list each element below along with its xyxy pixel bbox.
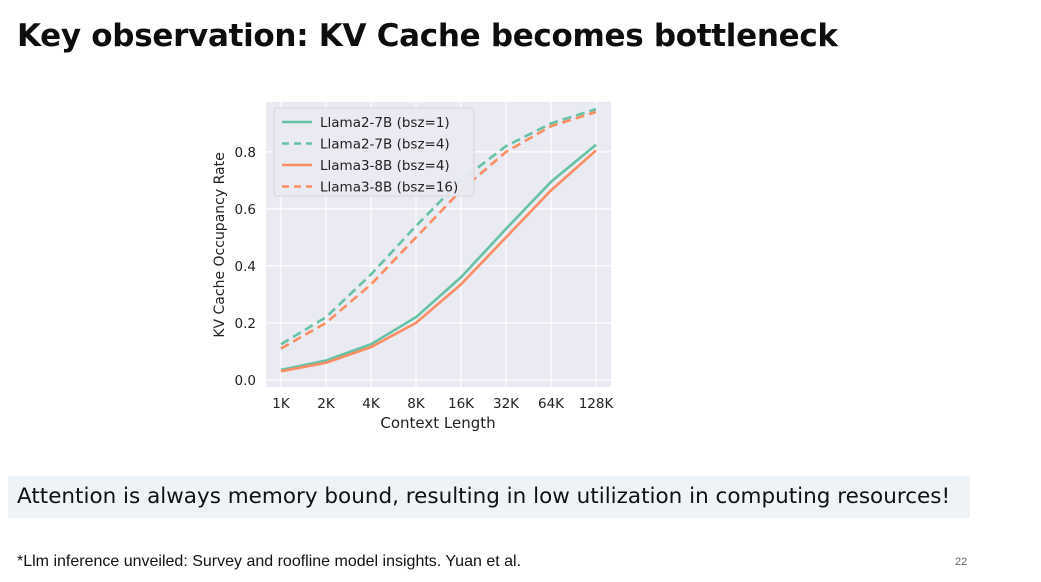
key-takeaway-callout: Attention is always memory bound, result… xyxy=(8,476,970,518)
x-tick-label: 128K xyxy=(579,396,615,412)
series-line xyxy=(280,149,597,373)
x-tick-label: 1K xyxy=(272,396,291,412)
y-tick-label: 0.2 xyxy=(235,316,256,332)
x-tick-label: 2K xyxy=(317,396,336,412)
series-lines xyxy=(280,107,597,373)
series-line xyxy=(280,110,597,350)
legend-label: Llama2-7B (bsz=1) xyxy=(320,115,450,131)
x-tick-label: 32K xyxy=(493,396,520,412)
page-number: 22 xyxy=(955,556,968,568)
y-tick-label: 0.4 xyxy=(235,259,256,275)
y-axis-label: KV Cache Occupancy Rate xyxy=(212,152,228,337)
legend: Llama2-7B (bsz=1) Llama2-7B (bsz=4) Llama3… xyxy=(273,107,475,197)
y-tick-label: 0.0 xyxy=(235,373,256,389)
y-tick-label: 0.6 xyxy=(235,202,256,218)
y-tick-label: 0.8 xyxy=(235,145,256,161)
citation-footnote: *Llm inference unveiled: Survey and roof… xyxy=(17,553,522,570)
legend-label: Llama3-8B (bsz=4) xyxy=(320,158,450,174)
slide-title: Key observation: KV Cache becomes bottle… xyxy=(17,18,838,54)
kv-cache-occupancy-chart: 0.0 0.2 0.4 0.6 0.8 1K 2K 4K 8K 16K 32K 64K 128K Co… xyxy=(212,102,614,432)
x-tick-label: 16K xyxy=(448,396,475,412)
x-axis-label: Context Length xyxy=(380,414,495,432)
x-tick-label: 64K xyxy=(538,396,565,412)
y-tick-labels: 0.0 0.2 0.4 0.6 0.8 xyxy=(235,145,256,389)
legend-label: Llama2-7B (bsz=4) xyxy=(320,137,450,153)
x-tick-label: 4K xyxy=(362,396,381,412)
legend-box xyxy=(273,107,475,197)
series-line xyxy=(280,107,597,346)
series-line xyxy=(280,143,597,372)
x-tick-labels: 1K 2K 4K 8K 16K 32K 64K 128K xyxy=(272,396,614,412)
legend-label: Llama3-8B (bsz=16) xyxy=(320,180,458,196)
x-tick-label: 8K xyxy=(407,396,426,412)
